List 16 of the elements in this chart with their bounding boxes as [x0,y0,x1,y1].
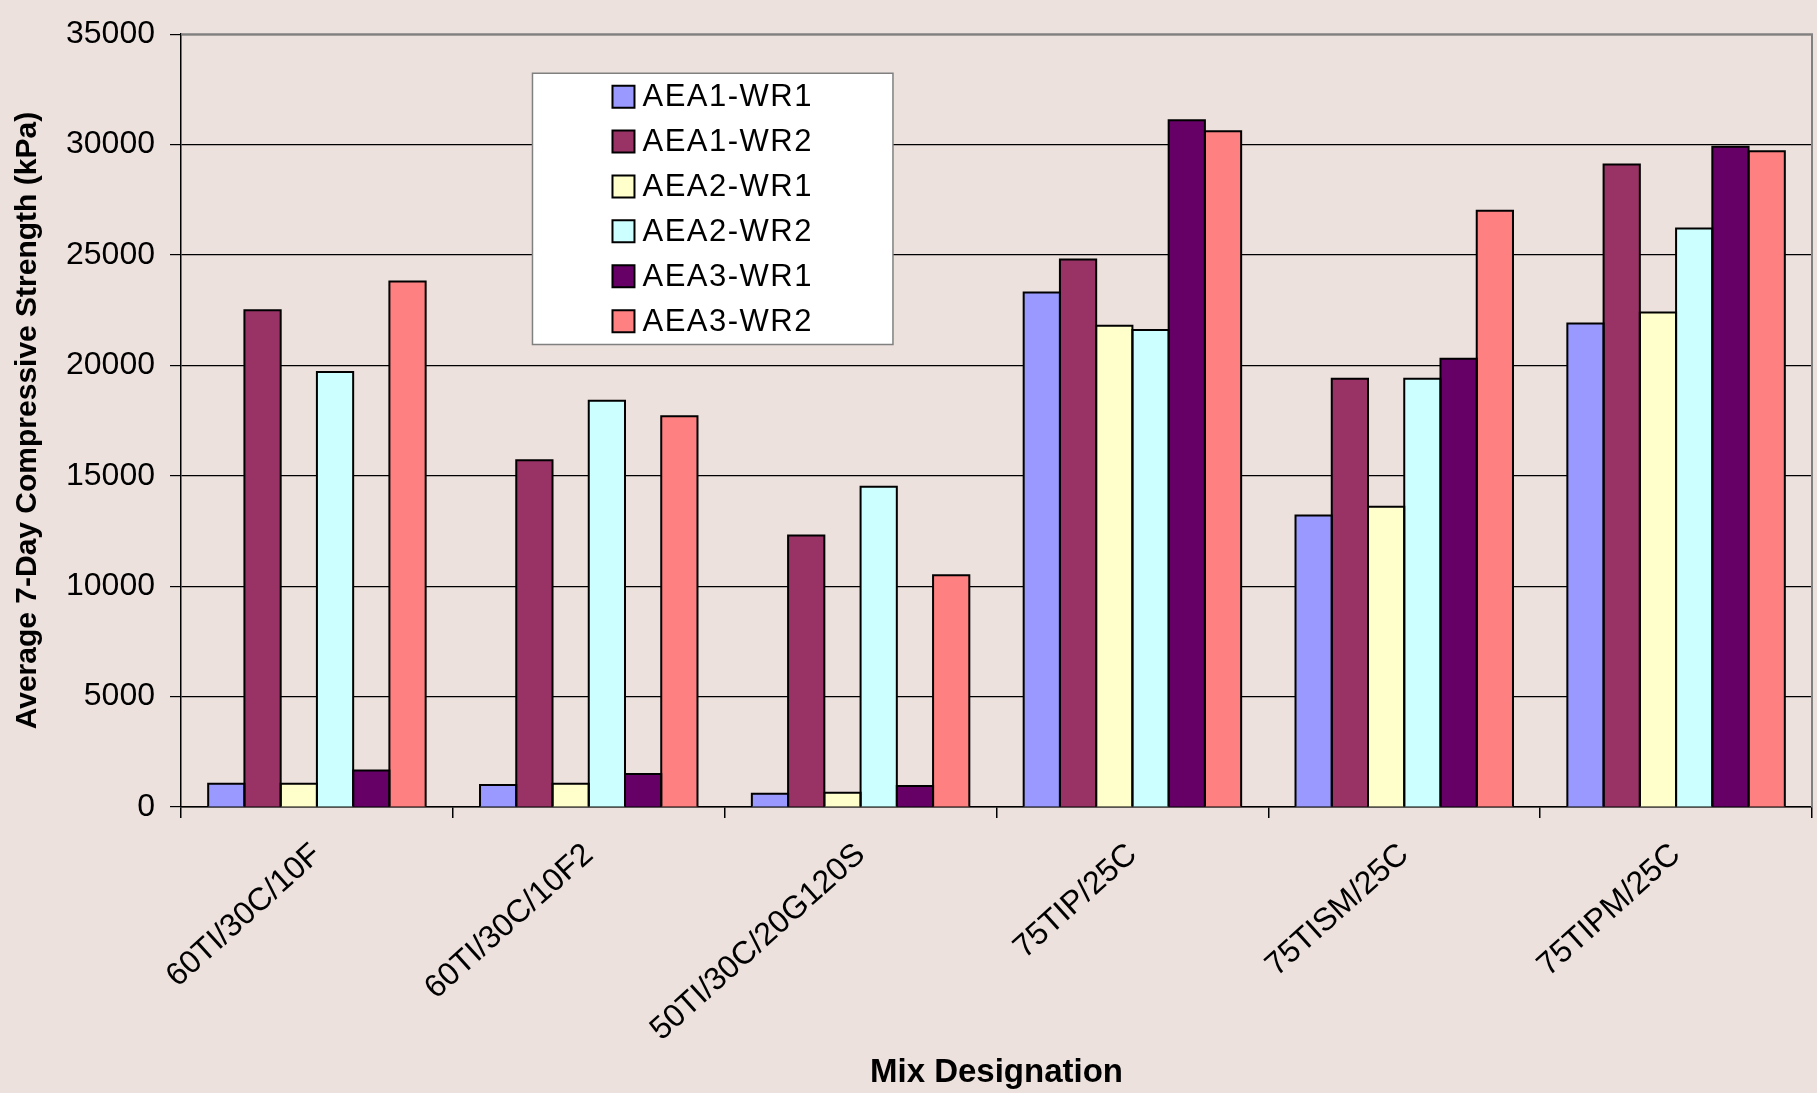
legend-label: AEA2-WR2 [642,212,813,248]
y-tick-label: 20000 [66,345,155,382]
y-tick-label: 35000 [66,14,155,51]
legend-label: AEA3-WR2 [642,302,813,338]
y-tick-label: 25000 [66,234,155,271]
legend-label: AEA1-WR1 [642,78,813,114]
legend-label: AEA1-WR2 [642,123,813,159]
x-axis-title: Mix Designation [869,1052,1124,1090]
legend-label: AEA3-WR1 [642,257,813,293]
legend-label: AEA2-WR1 [642,168,813,203]
y-tick-label: 0 [137,786,155,823]
y-tick-label: 15000 [66,455,155,492]
y-axis-title: Average 7-Day Compressive Strength (kPa) [9,111,43,730]
y-tick-label: 30000 [66,124,155,161]
y-tick-label: 5000 [83,676,155,713]
y-tick-label: 10000 [66,566,155,603]
